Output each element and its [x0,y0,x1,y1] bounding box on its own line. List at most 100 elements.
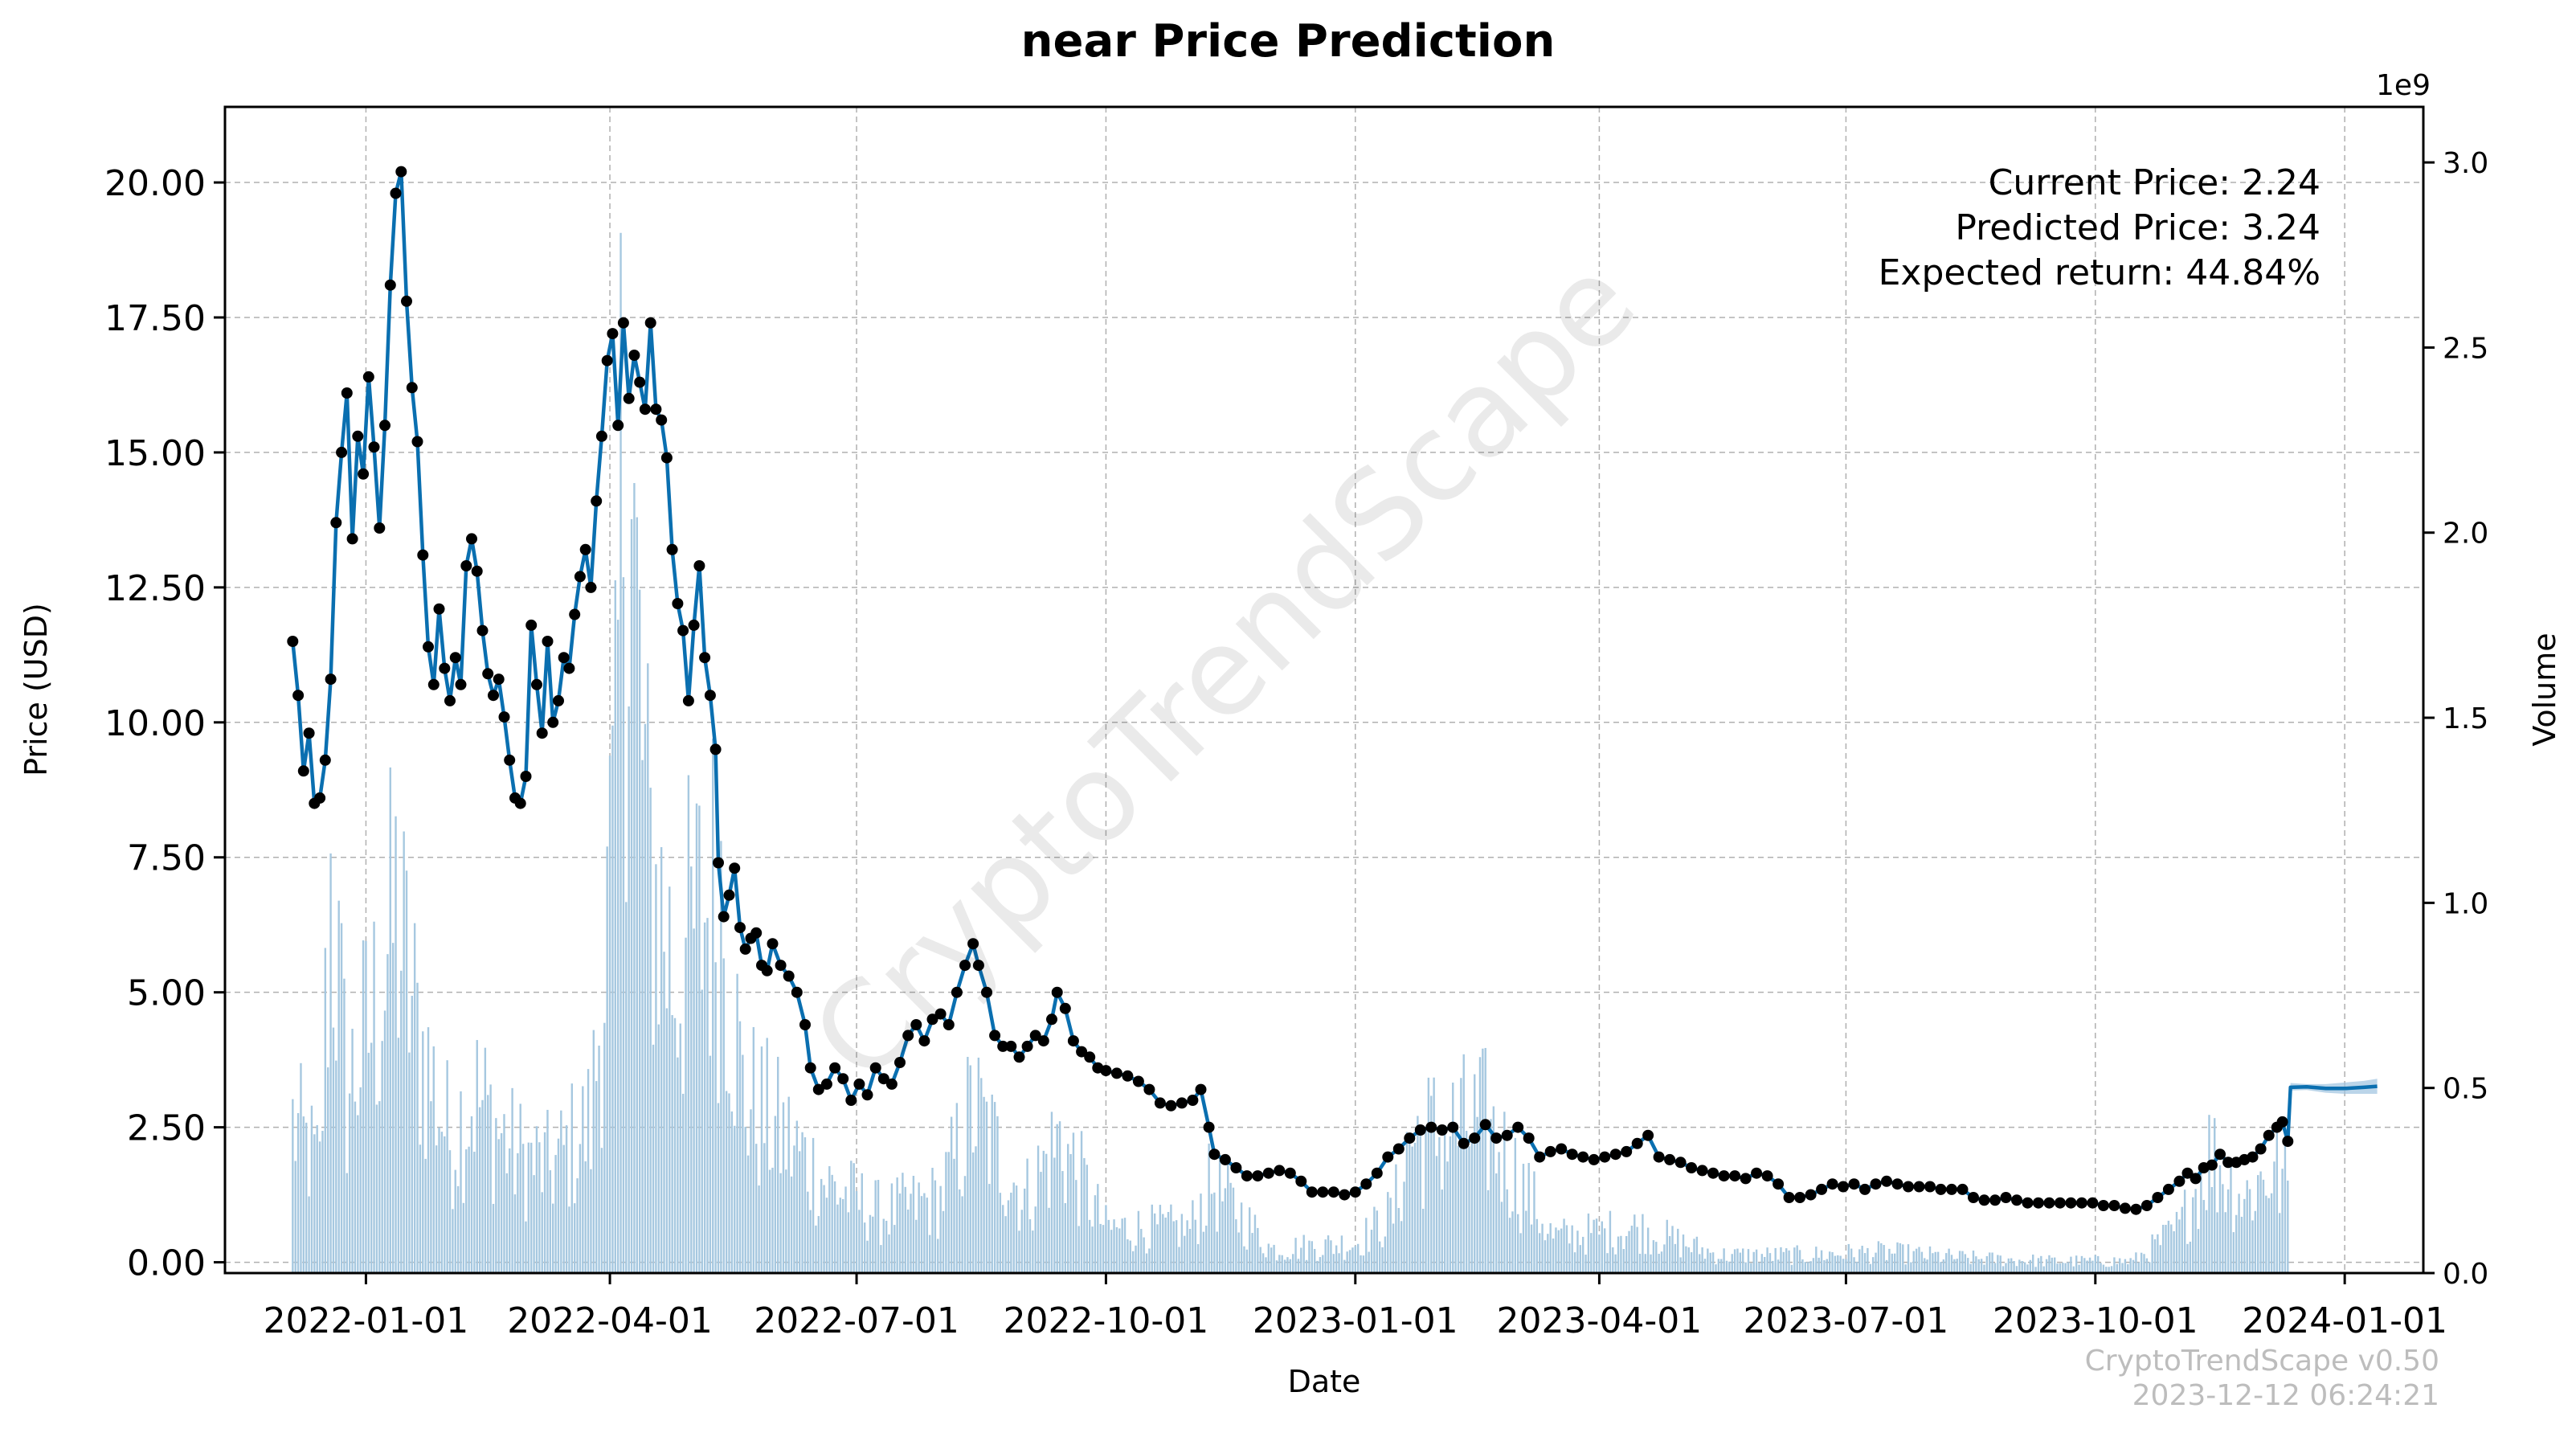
volume-bar-125 [630,518,633,1273]
volume-bar-587 [1883,1245,1885,1273]
volume-bar-187 [799,1151,801,1273]
volume-bar-387 [1340,1235,1343,1273]
volume-bar-146 [687,775,690,1273]
x-axis-label: Date [1288,1364,1361,1399]
volume-bar-227 [906,1209,910,1273]
volume-bar-136 [660,847,663,1273]
volume-bar-236 [931,1168,934,1273]
price-point-10 [341,387,353,399]
price-point-198 [1816,1183,1828,1195]
volume-bar-635 [2013,1261,2015,1273]
price-point-82 [729,862,741,874]
volume-bar-262 [1002,1205,1004,1273]
volume-bar-452 [1517,1214,1519,1273]
xtick-label-5: 2023-04-01 [1497,1300,1703,1341]
volume-bar-509 [1671,1226,1674,1273]
volume-bar-78 [503,1114,505,1273]
volume-bar-175 [766,1038,768,1273]
volume-bar-488 [1614,1254,1617,1273]
price-point-136 [1154,1097,1166,1109]
volume-bar-701 [2192,1197,2194,1273]
volume-bar-407 [1395,1164,1397,1273]
volume-bar-642 [2031,1254,2034,1273]
xtick-label-8: 2024-01-01 [2242,1300,2447,1341]
volume-bar-710 [2216,1212,2218,1273]
volume-bar-506 [1663,1244,1666,1273]
volume-bar-17 [337,900,340,1273]
price-point-70 [666,543,678,555]
volume-bar-448 [1506,1189,1508,1273]
volume-bar-676 [2124,1259,2127,1273]
volume-bar-3 [300,1062,302,1273]
price-point-5 [314,792,326,804]
volume-bar-22 [351,1029,354,1273]
volume-bar-486 [1609,1210,1612,1273]
volume-bar-661 [2083,1258,2086,1273]
current-price-text: Current Price: 2.24 [1989,162,2320,203]
price-point-67 [650,403,662,416]
volume-bar-349 [1237,1232,1240,1273]
volume-bar-156 [714,962,717,1273]
xtick-label-2: 2022-07-01 [754,1300,959,1341]
volume-bar-527 [1720,1259,1723,1273]
price-point-173 [1544,1145,1556,1157]
price-point-109 [926,1013,938,1026]
volume-bar-723 [2251,1220,2254,1273]
y2tick-label-4: 2.0 [2443,518,2488,551]
volume-bar-425 [1443,1126,1446,1273]
price-point-68 [656,414,668,426]
volume-bar-428 [1452,1083,1454,1273]
price-point-101 [861,1089,873,1101]
volume-bar-289 [1075,1180,1077,1273]
volume-bar-330 [1186,1220,1188,1273]
volume-bar-75 [495,1118,497,1273]
volume-bar-271 [1026,1158,1028,1273]
volume-bar-521 [1703,1259,1707,1273]
y2-axis-label: Volume [2527,633,2562,746]
volume-bar-335 [1200,1193,1202,1273]
volume-bar-307 [1123,1218,1126,1273]
price-point-222 [2075,1197,2087,1209]
volume-bar-183 [787,1096,790,1273]
ytick-label-0: 0.00 [127,1243,206,1284]
volume-bar-105 [576,1178,579,1273]
volume-bar-584 [1875,1252,1877,1273]
volume-bar-459 [1535,1218,1539,1273]
volume-bar-438 [1478,1057,1482,1273]
price-point-100 [853,1078,865,1090]
volume-bar-607 [1936,1251,1940,1273]
volume-bar-70 [481,1099,484,1273]
price-point-29 [444,694,456,706]
price-point-125 [1051,986,1063,998]
volume-bar-304 [1115,1226,1118,1273]
volume-bar-533 [1736,1248,1739,1273]
volume-bar-31 [375,1104,378,1273]
volume-bar-217 [880,1245,882,1273]
price-point-110 [934,1008,947,1020]
volume-bar-313 [1140,1229,1143,1273]
volume-bar-30 [373,921,375,1273]
price-point-54 [579,543,591,555]
price-point-117 [989,1030,1001,1042]
volume-bar-108 [584,1161,587,1273]
volume-bar-135 [657,1024,660,1273]
volume-bar-186 [795,1120,799,1273]
volume-bar-529 [1725,1260,1728,1273]
volume-bar-546 [1772,1260,1774,1273]
volume-bar-440 [1484,1047,1486,1273]
volume-bar-674 [2118,1258,2121,1273]
volume-bar-578 [1858,1249,1861,1273]
volume-bar-312 [1137,1210,1140,1273]
volume-bar-572 [1842,1259,1845,1273]
volume-bar-544 [1766,1247,1768,1273]
volume-bar-40 [400,970,403,1273]
price-point-25 [423,641,434,653]
volume-bar-235 [928,1234,931,1273]
volume-bar-246 [959,1189,961,1273]
price-point-189 [1718,1170,1730,1182]
price-point-191 [1740,1173,1752,1185]
volume-bar-601 [1920,1251,1924,1273]
price-point-58 [601,354,613,366]
date-axis-ticks: 2022-01-01 2022-04-01 2022-07-01 2022-10-01… [264,1273,2447,1341]
volume-bar-555 [1796,1245,1798,1273]
